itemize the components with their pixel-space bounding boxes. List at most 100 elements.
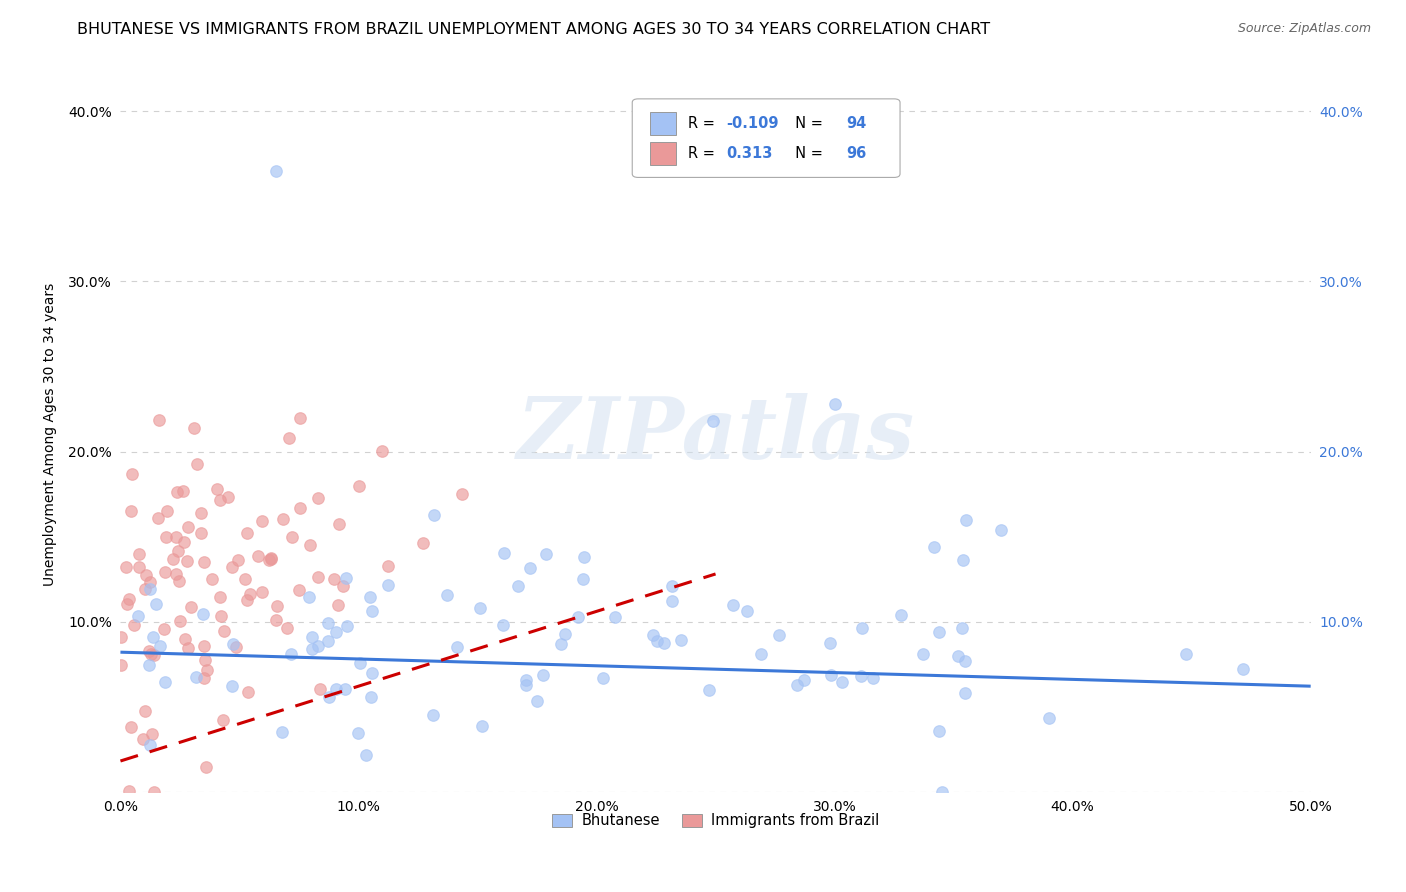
Point [139, 582, 162, 597]
Point [128, 547, 150, 561]
Point [139, 575, 162, 590]
Point [278, 431, 301, 445]
Text: ZIPatlas: ZIPatlas [516, 392, 915, 476]
Point [194, 653, 217, 667]
Point [793, 673, 815, 687]
Point [377, 559, 399, 574]
Point [955, 513, 977, 527]
Point [332, 579, 354, 593]
Point [531, 667, 554, 681]
Point [195, 663, 218, 677]
Point [193, 555, 215, 569]
Point [301, 630, 323, 644]
Point [768, 628, 790, 642]
Point [534, 547, 557, 561]
Text: N =: N = [786, 146, 827, 161]
Point [221, 636, 243, 650]
Point [266, 599, 288, 613]
Point [298, 538, 321, 552]
Point [786, 678, 808, 692]
Bar [650, 143, 676, 165]
Text: 0.313: 0.313 [727, 146, 773, 161]
Point [423, 508, 446, 523]
Point [270, 724, 292, 739]
Point [361, 666, 384, 681]
Point [190, 526, 212, 541]
Point [135, 568, 157, 582]
Point [250, 515, 273, 529]
Point [298, 590, 321, 604]
Point [928, 624, 950, 639]
Point [264, 613, 287, 627]
Point [592, 671, 614, 685]
Point [347, 726, 370, 740]
Point [931, 784, 953, 798]
Point [118, 784, 141, 798]
Point [515, 678, 537, 692]
Point [349, 656, 371, 670]
Point [318, 615, 340, 630]
Point [236, 592, 259, 607]
Point [1232, 661, 1254, 675]
Point [236, 525, 259, 540]
Point [201, 573, 224, 587]
Point [950, 621, 973, 635]
Point [138, 738, 160, 752]
Text: 94: 94 [846, 116, 866, 131]
Point [165, 567, 187, 582]
Point [336, 619, 359, 633]
Point [120, 720, 142, 734]
Point [152, 622, 174, 636]
Point [117, 597, 139, 611]
Point [890, 608, 912, 623]
Point [851, 621, 873, 635]
Point [494, 546, 516, 560]
Point [333, 681, 356, 696]
Point [287, 583, 309, 598]
Point [142, 630, 165, 644]
Point [225, 640, 247, 655]
Point [603, 610, 626, 624]
Point [451, 487, 474, 501]
Point [138, 658, 160, 673]
Point [110, 658, 132, 673]
Point [177, 520, 200, 534]
Point [193, 639, 215, 653]
Point [127, 609, 149, 624]
Point [288, 501, 311, 516]
Point [471, 718, 494, 732]
Point [359, 591, 381, 605]
Point [176, 554, 198, 568]
Point [281, 530, 304, 544]
Point [167, 544, 190, 558]
Text: N =: N = [786, 116, 827, 131]
Point [669, 633, 692, 648]
Point [155, 675, 177, 690]
Bar [650, 112, 676, 136]
Legend: Bhutanese, Immigrants from Brazil: Bhutanese, Immigrants from Brazil [547, 807, 884, 834]
Point [226, 552, 249, 566]
Point [911, 647, 934, 661]
Point [322, 572, 344, 586]
Text: R =: R = [688, 146, 720, 161]
Point [290, 410, 312, 425]
Point [652, 636, 675, 650]
Point [354, 748, 377, 763]
Point [180, 600, 202, 615]
Point [134, 704, 156, 718]
Point [207, 482, 229, 496]
Point [121, 467, 143, 482]
Point [143, 648, 166, 662]
Point [259, 550, 281, 565]
Point [325, 625, 347, 640]
Point [273, 512, 295, 526]
Text: 96: 96 [846, 146, 866, 161]
Point [138, 644, 160, 658]
Point [645, 633, 668, 648]
Point [172, 484, 194, 499]
Point [117, 591, 139, 606]
Point [318, 690, 340, 704]
Point [721, 598, 744, 612]
Point [280, 647, 302, 661]
Point [506, 579, 529, 593]
